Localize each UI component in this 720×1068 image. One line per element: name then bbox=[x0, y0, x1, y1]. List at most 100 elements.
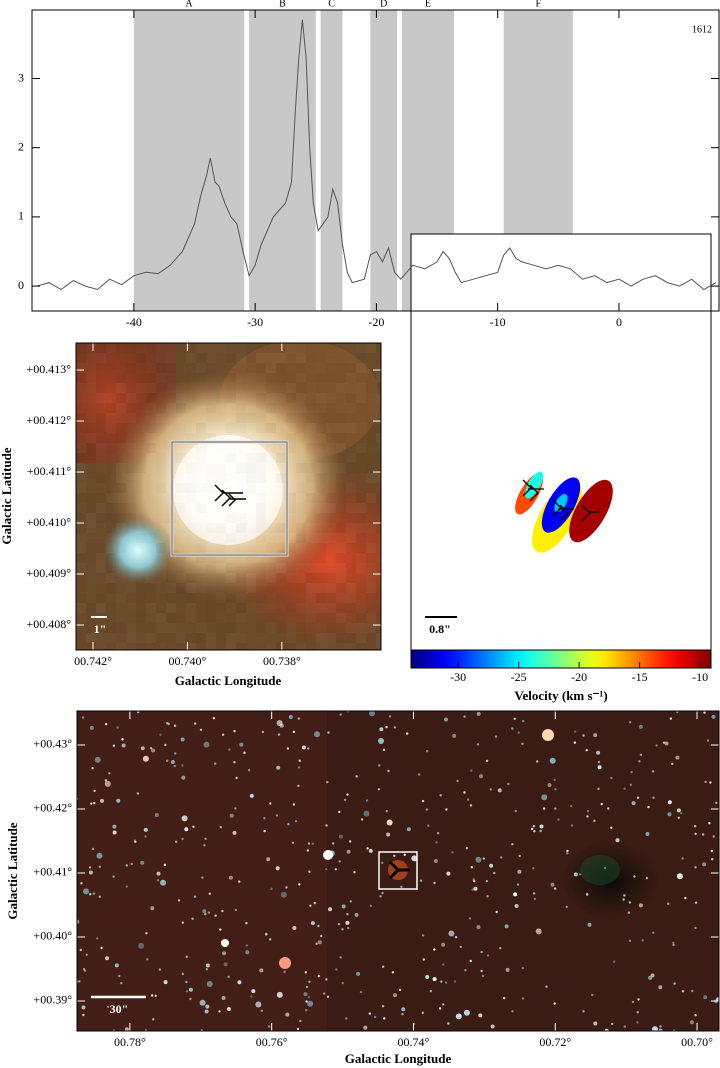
pixel bbox=[326, 633, 336, 643]
pixel bbox=[126, 593, 136, 603]
star bbox=[638, 724, 643, 729]
pixel bbox=[136, 613, 146, 623]
pixel bbox=[306, 463, 316, 473]
pixel bbox=[126, 613, 136, 623]
pixel bbox=[86, 573, 96, 583]
star bbox=[276, 991, 283, 998]
star bbox=[470, 866, 473, 869]
star bbox=[185, 955, 188, 958]
star bbox=[255, 1001, 262, 1008]
pixel bbox=[106, 393, 116, 403]
pixel bbox=[216, 353, 226, 363]
star bbox=[689, 1020, 694, 1025]
pixel bbox=[356, 473, 366, 483]
star bbox=[503, 996, 506, 1000]
star bbox=[90, 802, 93, 805]
pixel bbox=[266, 393, 276, 403]
pixel bbox=[366, 523, 376, 533]
pixel bbox=[86, 443, 96, 453]
pixel bbox=[206, 603, 216, 613]
star bbox=[628, 939, 632, 942]
pixel bbox=[76, 353, 86, 363]
star bbox=[228, 748, 231, 751]
pixel bbox=[176, 573, 186, 583]
pixel bbox=[306, 623, 316, 633]
pixel bbox=[346, 493, 356, 503]
pixel bbox=[266, 383, 276, 393]
pixel bbox=[216, 593, 226, 603]
pixel bbox=[176, 383, 186, 393]
pixel bbox=[276, 463, 286, 473]
pixel bbox=[316, 433, 326, 443]
pixel bbox=[206, 423, 216, 433]
x-tick-label: 00.78° bbox=[114, 1035, 146, 1049]
pixel bbox=[86, 453, 96, 463]
pixel bbox=[86, 373, 96, 383]
star bbox=[234, 807, 237, 810]
star bbox=[299, 1019, 302, 1023]
pixel bbox=[156, 493, 166, 503]
pixel bbox=[296, 423, 306, 433]
star bbox=[152, 1018, 155, 1021]
pixel bbox=[136, 363, 146, 373]
star bbox=[539, 829, 542, 833]
pixel bbox=[346, 403, 356, 413]
pixel bbox=[316, 533, 326, 543]
pixel bbox=[326, 413, 336, 423]
star bbox=[494, 735, 498, 738]
pixel bbox=[286, 343, 296, 353]
pixel bbox=[306, 473, 316, 483]
star bbox=[314, 731, 320, 738]
pixel bbox=[326, 543, 336, 553]
star bbox=[470, 769, 473, 772]
star bbox=[98, 895, 102, 898]
pixel bbox=[166, 643, 176, 653]
pixel bbox=[186, 603, 196, 613]
star bbox=[125, 885, 128, 888]
star bbox=[91, 847, 95, 851]
star bbox=[233, 761, 236, 764]
star bbox=[205, 968, 208, 971]
pixel bbox=[166, 613, 176, 623]
pixel bbox=[296, 633, 306, 643]
star bbox=[181, 972, 184, 976]
star bbox=[709, 781, 712, 784]
star bbox=[532, 892, 536, 895]
pixel bbox=[76, 463, 86, 473]
pixel bbox=[186, 423, 196, 433]
pixel bbox=[266, 533, 276, 543]
pixel bbox=[256, 373, 266, 383]
pixel bbox=[176, 543, 186, 553]
pixel bbox=[196, 593, 206, 603]
pixel bbox=[136, 453, 146, 463]
star bbox=[553, 887, 557, 890]
star bbox=[121, 743, 126, 748]
x-tick-label: 00.76° bbox=[256, 1035, 288, 1049]
pixel bbox=[346, 603, 356, 613]
star bbox=[296, 1027, 300, 1031]
star bbox=[77, 919, 80, 924]
pixel bbox=[236, 643, 246, 653]
star bbox=[93, 801, 96, 805]
star bbox=[539, 824, 544, 829]
pixel bbox=[366, 503, 376, 513]
star bbox=[140, 860, 145, 865]
pixel bbox=[256, 603, 266, 613]
star bbox=[85, 953, 89, 956]
star bbox=[341, 928, 344, 931]
star bbox=[453, 980, 457, 983]
spectrum-line bbox=[36, 19, 717, 291]
star bbox=[207, 911, 211, 914]
pixel bbox=[336, 513, 346, 523]
colorbar bbox=[410, 649, 712, 669]
star bbox=[308, 870, 311, 873]
star bbox=[545, 985, 548, 988]
pixel bbox=[326, 563, 336, 573]
pixel bbox=[156, 583, 166, 593]
pixel bbox=[146, 473, 156, 483]
star bbox=[338, 810, 341, 814]
pixel bbox=[306, 533, 316, 543]
pixel bbox=[146, 613, 156, 623]
pixel bbox=[266, 593, 276, 603]
